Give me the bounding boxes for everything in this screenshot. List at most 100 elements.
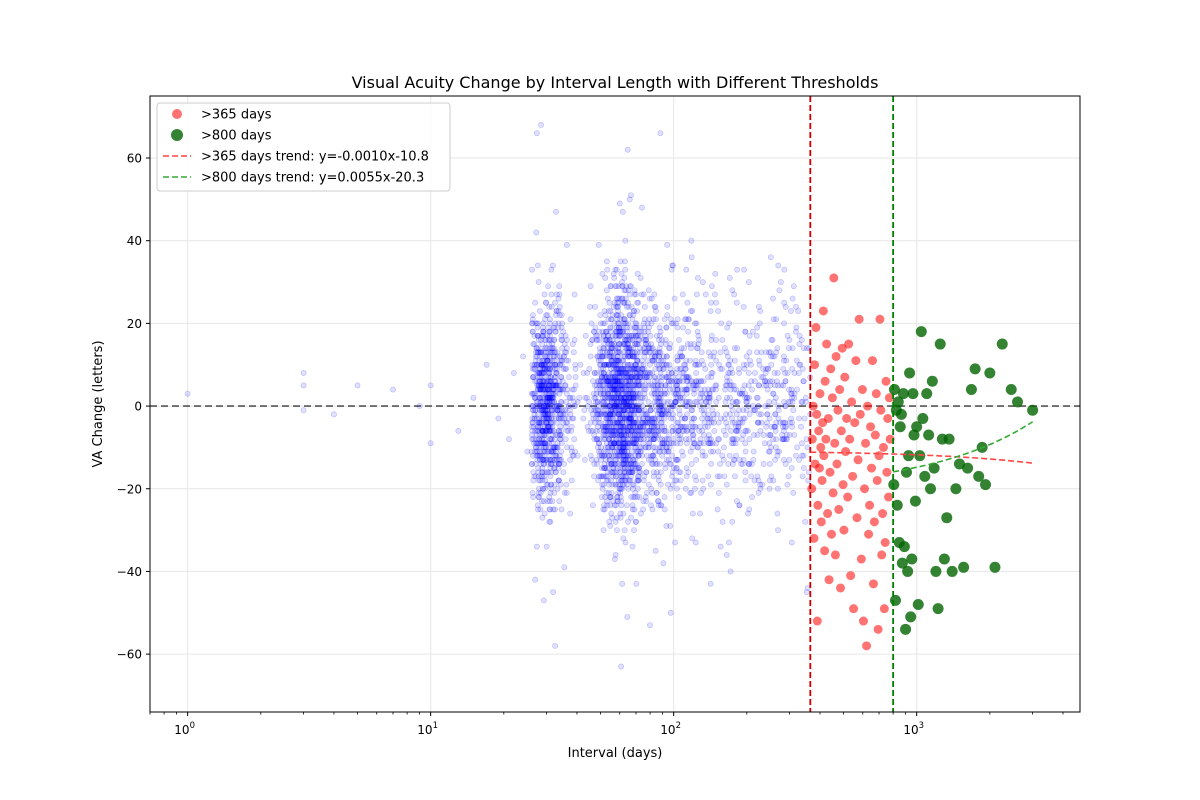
point-gt800 [919, 470, 931, 482]
background-point [542, 403, 549, 409]
background-point [546, 399, 553, 405]
point-gt365 [880, 537, 890, 547]
background-point [554, 349, 561, 356]
background-point [542, 316, 548, 323]
background-point [538, 407, 545, 414]
background-point [543, 361, 550, 368]
background-point [627, 324, 634, 331]
point-gt365 [810, 360, 820, 370]
background-point [625, 444, 632, 451]
background-point [536, 370, 543, 376]
background-point [597, 361, 604, 368]
background-point [542, 374, 548, 381]
background-point [550, 506, 557, 513]
background-point [548, 374, 554, 381]
background-point [604, 378, 611, 385]
background-point [536, 374, 543, 381]
background-point [533, 378, 540, 385]
background-point [535, 452, 542, 459]
background-point [692, 485, 698, 492]
background-point [596, 328, 603, 335]
background-point [621, 436, 628, 443]
background-point [694, 291, 700, 298]
background-point [300, 407, 307, 414]
background-point [551, 456, 558, 463]
background-point [547, 506, 553, 513]
background-point [618, 663, 624, 670]
background-point [611, 299, 618, 306]
background-point [539, 370, 545, 376]
background-point [784, 481, 791, 488]
background-point [547, 357, 554, 364]
background-point [546, 361, 553, 368]
background-point [534, 399, 541, 405]
background-point [712, 270, 719, 277]
background-point [777, 279, 784, 285]
background-point [619, 423, 626, 430]
background-point [542, 411, 549, 418]
background-point [608, 283, 614, 290]
background-point [600, 390, 607, 397]
background-point [614, 494, 621, 500]
background-point [534, 386, 541, 393]
background-point [620, 423, 627, 430]
background-point [641, 427, 648, 434]
background-point [624, 349, 631, 356]
background-point [615, 419, 622, 426]
background-point [563, 349, 570, 356]
background-point [549, 448, 556, 455]
background-point [560, 411, 567, 418]
background-point [529, 432, 535, 438]
background-point [558, 448, 565, 455]
legend-marker [172, 109, 182, 119]
background-point [699, 415, 705, 422]
background-point [731, 473, 738, 480]
background-point [666, 432, 672, 438]
background-point [538, 361, 545, 368]
background-point [542, 415, 549, 422]
background-point [545, 337, 552, 343]
background-point [634, 349, 641, 356]
background-point [554, 444, 561, 451]
background-point [556, 498, 563, 505]
background-point [615, 345, 621, 352]
background-point [550, 382, 557, 389]
background-point [548, 266, 555, 273]
background-point [546, 411, 553, 418]
background-point [628, 374, 635, 381]
background-point [704, 394, 711, 401]
background-point [598, 473, 605, 480]
background-point [530, 436, 537, 443]
background-point [717, 365, 724, 372]
background-point [622, 237, 629, 244]
background-point [624, 614, 631, 620]
background-point [571, 399, 577, 405]
background-point [536, 436, 543, 443]
background-point [540, 320, 547, 327]
background-point [604, 266, 611, 273]
background-point [617, 419, 624, 426]
background-point [542, 440, 548, 447]
background-point [646, 427, 652, 434]
background-point [755, 489, 762, 496]
background-point [631, 382, 638, 389]
background-point [536, 378, 542, 385]
background-point [752, 370, 758, 376]
background-point [771, 370, 778, 376]
background-point [532, 448, 538, 455]
point-gt365 [850, 418, 860, 428]
background-point [587, 303, 593, 310]
background-point [537, 394, 544, 401]
background-point [698, 349, 705, 356]
point-gt365 [875, 314, 885, 324]
background-point [796, 415, 802, 422]
background-point [560, 469, 567, 476]
background-point [727, 357, 734, 364]
background-point [572, 403, 578, 409]
background-point [565, 415, 572, 422]
background-point [600, 382, 607, 389]
background-point [649, 452, 656, 459]
point-gt800 [906, 553, 918, 565]
background-point [549, 390, 556, 397]
point-gt365 [860, 484, 870, 494]
